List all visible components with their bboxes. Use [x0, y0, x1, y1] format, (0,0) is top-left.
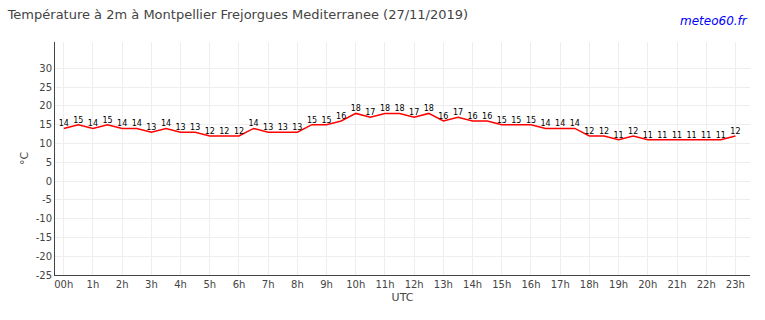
- svg-text:12: 12: [234, 127, 244, 136]
- svg-text:11: 11: [672, 131, 682, 140]
- svg-text:14: 14: [88, 119, 98, 128]
- svg-text:14: 14: [117, 119, 127, 128]
- svg-text:17h: 17h: [551, 279, 570, 290]
- svg-text:15: 15: [321, 116, 331, 125]
- svg-text:UTC: UTC: [392, 291, 414, 304]
- svg-text:19h: 19h: [609, 279, 628, 290]
- svg-text:12: 12: [584, 127, 594, 136]
- svg-text:13: 13: [278, 123, 288, 132]
- svg-text:13h: 13h: [434, 279, 453, 290]
- svg-text:14: 14: [555, 119, 565, 128]
- svg-text:15: 15: [497, 116, 507, 125]
- svg-text:14: 14: [570, 119, 580, 128]
- svg-text:18: 18: [424, 104, 434, 113]
- svg-text:18: 18: [394, 104, 404, 113]
- svg-text:14: 14: [132, 119, 142, 128]
- svg-text:8h: 8h: [291, 279, 304, 290]
- svg-text:11: 11: [657, 131, 667, 140]
- svg-text:-25: -25: [36, 270, 52, 281]
- svg-text:12: 12: [205, 127, 215, 136]
- svg-text:-15: -15: [36, 232, 52, 243]
- svg-text:6h: 6h: [233, 279, 246, 290]
- svg-text:18: 18: [351, 104, 361, 113]
- svg-text:15: 15: [511, 116, 521, 125]
- svg-text:14: 14: [248, 119, 258, 128]
- svg-text:22h: 22h: [697, 279, 716, 290]
- svg-text:15: 15: [73, 116, 83, 125]
- svg-text:4h: 4h: [174, 279, 187, 290]
- svg-text:16: 16: [336, 112, 346, 121]
- svg-text:14h: 14h: [463, 279, 482, 290]
- svg-text:11: 11: [701, 131, 711, 140]
- svg-text:11: 11: [716, 131, 726, 140]
- svg-text:21h: 21h: [667, 279, 686, 290]
- svg-text:14: 14: [59, 119, 69, 128]
- svg-text:10: 10: [39, 138, 52, 149]
- svg-text:18: 18: [380, 104, 390, 113]
- svg-text:16: 16: [467, 112, 477, 121]
- svg-text:5h: 5h: [203, 279, 216, 290]
- svg-text:°C: °C: [18, 152, 31, 166]
- svg-text:20h: 20h: [638, 279, 657, 290]
- svg-text:16h: 16h: [521, 279, 540, 290]
- svg-text:3h: 3h: [145, 279, 158, 290]
- svg-text:12h: 12h: [405, 279, 424, 290]
- svg-text:12: 12: [599, 127, 609, 136]
- svg-text:15: 15: [39, 119, 52, 130]
- svg-text:14: 14: [161, 119, 171, 128]
- svg-text:00h: 00h: [54, 279, 73, 290]
- svg-text:14: 14: [540, 119, 550, 128]
- svg-text:13: 13: [190, 123, 200, 132]
- svg-text:11h: 11h: [375, 279, 394, 290]
- svg-text:17: 17: [365, 108, 375, 117]
- svg-text:16: 16: [438, 112, 448, 121]
- svg-text:17: 17: [453, 108, 463, 117]
- svg-text:-20: -20: [36, 251, 52, 262]
- svg-text:11: 11: [643, 131, 653, 140]
- svg-text:12: 12: [628, 127, 638, 136]
- svg-text:11: 11: [687, 131, 697, 140]
- svg-text:13: 13: [292, 123, 302, 132]
- svg-text:15: 15: [102, 116, 112, 125]
- svg-text:9h: 9h: [320, 279, 333, 290]
- svg-text:20: 20: [39, 100, 52, 111]
- svg-text:30: 30: [39, 63, 52, 74]
- svg-text:meteo60.fr: meteo60.fr: [680, 14, 748, 28]
- svg-text:25: 25: [39, 82, 52, 93]
- svg-text:0: 0: [46, 176, 52, 187]
- svg-text:7h: 7h: [262, 279, 275, 290]
- svg-text:15: 15: [526, 116, 536, 125]
- svg-text:13: 13: [263, 123, 273, 132]
- svg-text:18h: 18h: [580, 279, 599, 290]
- svg-text:-5: -5: [42, 194, 52, 205]
- svg-text:5: 5: [46, 157, 52, 168]
- svg-text:13: 13: [175, 123, 185, 132]
- svg-text:17: 17: [409, 108, 419, 117]
- svg-text:12: 12: [219, 127, 229, 136]
- svg-text:10h: 10h: [346, 279, 365, 290]
- svg-text:12: 12: [730, 127, 740, 136]
- svg-text:1h: 1h: [87, 279, 100, 290]
- svg-text:13: 13: [146, 123, 156, 132]
- svg-text:15: 15: [307, 116, 317, 125]
- svg-text:23h: 23h: [726, 279, 745, 290]
- svg-text:-10: -10: [36, 213, 52, 224]
- svg-text:2h: 2h: [116, 279, 129, 290]
- svg-text:Température à 2m à Montpellier: Température à 2m à Montpellier Frejorgue…: [7, 7, 469, 22]
- svg-text:15h: 15h: [492, 279, 511, 290]
- svg-text:11: 11: [613, 131, 623, 140]
- svg-text:16: 16: [482, 112, 492, 121]
